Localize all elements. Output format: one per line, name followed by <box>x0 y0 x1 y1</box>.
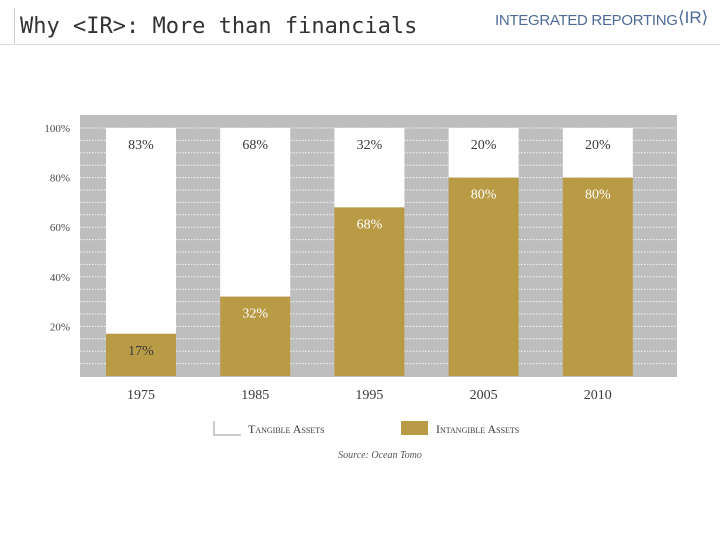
label-tangible-1995: 32% <box>357 138 383 153</box>
label-tangible-1985: 68% <box>242 138 268 153</box>
y-tick-label: 60% <box>50 222 70 234</box>
y-axis-tick-labels: 100% 80% 60% 40% 20% <box>44 123 70 333</box>
label-tangible-2010: 20% <box>585 138 611 153</box>
x-axis-tick-labels: 1975 1985 1995 2005 2010 <box>127 388 612 403</box>
bar-tangible-1995 <box>334 128 405 208</box>
title-divider <box>0 44 720 45</box>
bar-tangible-2005 <box>448 128 519 178</box>
bar-intangible-2010 <box>562 177 633 376</box>
bar-tangible-1985 <box>220 128 291 297</box>
x-tick-label-1995: 1995 <box>355 388 383 403</box>
legend-label-intangible: Intangible Assets <box>436 422 519 436</box>
legend: Tangible Assets Intangible Assets <box>213 421 519 436</box>
bar-intangible-2005 <box>448 177 519 376</box>
y-tick-label: 20% <box>50 321 70 333</box>
label-tangible-2005: 20% <box>471 138 497 153</box>
y-tick-label: 40% <box>50 272 70 284</box>
legend-label-tangible: Tangible Assets <box>248 422 325 436</box>
bar-value-labels: 83% 17% 68% 32% 32% 68% 20% 80% 20% 80% <box>128 138 611 359</box>
x-tick-label-2005: 2005 <box>470 388 498 403</box>
legend-swatch-intangible <box>401 421 428 435</box>
logo-text: INTEGRATED REPORTING <box>495 12 678 29</box>
title-accent-line <box>14 8 15 44</box>
bar-tangible-2010 <box>562 128 633 178</box>
y-tick-label: 80% <box>50 173 70 185</box>
bars <box>106 128 633 376</box>
slide-title: Why <IR>: More than financials <box>20 14 418 39</box>
bar-intangible-1995 <box>334 207 405 376</box>
integrated-reporting-logo: INTEGRATED REPORTING ⟨IR⟩ <box>495 8 715 38</box>
label-intangible-1995: 68% <box>357 217 383 232</box>
legend-swatch-tangible <box>213 421 241 436</box>
label-tangible-1975: 83% <box>128 138 154 153</box>
bar-intangible-1985 <box>220 296 291 376</box>
label-intangible-2005: 80% <box>471 188 497 203</box>
ir-logo-icon: ⟨IR⟩ <box>678 8 709 27</box>
x-tick-label-2010: 2010 <box>584 388 612 403</box>
label-intangible-2010: 80% <box>585 188 611 203</box>
bar-intangible-1975 <box>106 333 176 376</box>
legend-item-tangible: Tangible Assets <box>213 421 325 436</box>
x-tick-label-1985: 1985 <box>241 388 269 403</box>
source-note: Source: Ocean Tomo <box>338 450 422 461</box>
x-tick-label-1975: 1975 <box>127 388 155 403</box>
y-tick-label: 100% <box>44 123 70 135</box>
label-intangible-1975: 17% <box>128 344 154 359</box>
legend-item-intangible: Intangible Assets <box>401 421 519 436</box>
label-intangible-1985: 32% <box>242 307 268 322</box>
bar-tangible-1975 <box>106 128 176 334</box>
